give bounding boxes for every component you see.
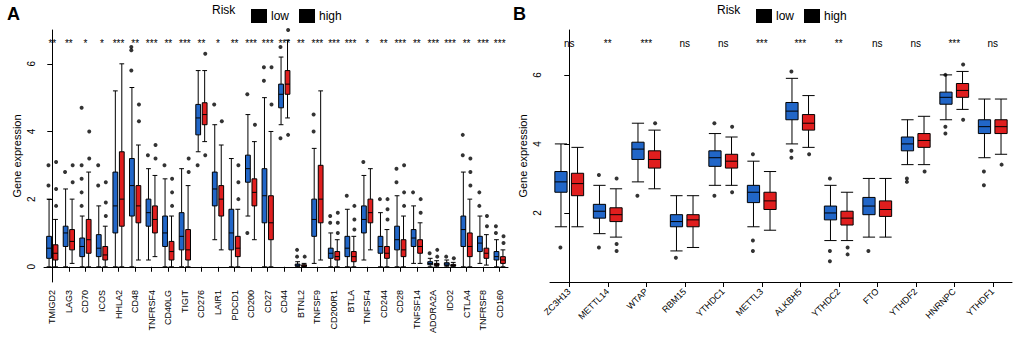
svg-text:4: 4	[532, 141, 543, 147]
svg-text:ALKBH5: ALKBH5	[772, 286, 803, 317]
svg-text:TNFRSF4: TNFRSF4	[147, 290, 157, 331]
svg-text:***: ***	[262, 38, 274, 49]
svg-text:TNFSF14: TNFSF14	[412, 290, 422, 329]
svg-text:***: ***	[494, 38, 506, 49]
svg-text:4: 4	[26, 128, 37, 134]
svg-text:TNFRSF8: TNFRSF8	[478, 290, 488, 331]
svg-text:IDO2: IDO2	[445, 290, 455, 311]
svg-text:ns: ns	[872, 38, 883, 49]
svg-text:***: ***	[328, 38, 340, 49]
svg-text:CD160: CD160	[495, 290, 505, 318]
svg-text:PDCD1: PDCD1	[230, 290, 240, 321]
svg-text:***: ***	[179, 38, 191, 49]
svg-text:BTLA: BTLA	[346, 290, 356, 313]
svg-text:LAG3: LAG3	[64, 290, 74, 313]
svg-text:6: 6	[532, 72, 543, 78]
svg-text:WTAP: WTAP	[625, 286, 650, 311]
svg-text:ns: ns	[718, 38, 729, 49]
svg-text:**: **	[198, 38, 206, 49]
svg-text:*: *	[216, 38, 220, 49]
svg-text:***: ***	[278, 38, 290, 49]
svg-text:***: ***	[394, 38, 406, 49]
svg-text:6: 6	[26, 61, 37, 67]
svg-text:CD200: CD200	[246, 290, 256, 318]
svg-text:YTHDF1: YTHDF1	[964, 286, 996, 318]
svg-text:high: high	[824, 9, 847, 23]
svg-text:*: *	[365, 38, 369, 49]
svg-text:**: **	[380, 38, 388, 49]
svg-text:***: ***	[245, 38, 257, 49]
svg-text:**: **	[164, 38, 172, 49]
svg-text:TMIGD2: TMIGD2	[47, 290, 57, 324]
svg-text:**: **	[65, 38, 73, 49]
svg-text:TIGIT: TIGIT	[180, 290, 190, 313]
svg-text:RBM15: RBM15	[660, 286, 688, 314]
svg-text:ns: ns	[679, 38, 690, 49]
svg-text:***: ***	[428, 38, 440, 49]
svg-text:***: ***	[640, 38, 652, 49]
svg-text:HNRNPC: HNRNPC	[924, 286, 959, 321]
svg-text:**: **	[48, 38, 56, 49]
svg-text:CD27: CD27	[263, 290, 273, 313]
svg-text:TNFSF9: TNFSF9	[312, 290, 322, 324]
svg-text:2: 2	[532, 210, 543, 216]
svg-text:***: ***	[948, 38, 960, 49]
svg-text:***: ***	[756, 38, 768, 49]
svg-text:METTL14: METTL14	[576, 286, 611, 321]
svg-text:Risk: Risk	[717, 3, 741, 17]
svg-text:low: low	[271, 9, 289, 23]
svg-text:ns: ns	[564, 38, 575, 49]
svg-text:**: **	[231, 38, 239, 49]
svg-text:A: A	[7, 4, 20, 24]
svg-text:CTLA4: CTLA4	[462, 290, 472, 318]
svg-text:HHLA2: HHLA2	[114, 290, 124, 319]
svg-text:***: ***	[113, 38, 125, 49]
svg-text:***: ***	[312, 38, 324, 49]
svg-text:TNFSF4: TNFSF4	[362, 290, 372, 324]
svg-text:*: *	[83, 38, 87, 49]
svg-text:CD200R1: CD200R1	[329, 290, 339, 330]
svg-text:B: B	[513, 4, 526, 24]
svg-text:YTHDC1: YTHDC1	[694, 286, 726, 318]
svg-text:low: low	[776, 9, 794, 23]
svg-text:**: **	[835, 38, 843, 49]
svg-text:Risk: Risk	[212, 3, 236, 17]
svg-text:***: ***	[444, 38, 456, 49]
svg-text:METTL3: METTL3	[734, 286, 765, 317]
svg-text:**: **	[413, 38, 421, 49]
svg-text:ZC3H13: ZC3H13	[542, 286, 573, 317]
svg-text:***: ***	[794, 38, 806, 49]
svg-text:YTHDC2: YTHDC2	[810, 286, 842, 318]
svg-text:CD44: CD44	[279, 290, 289, 313]
svg-text:ICOS: ICOS	[97, 290, 107, 312]
svg-text:*: *	[100, 38, 104, 49]
svg-text:CD48: CD48	[130, 290, 140, 313]
svg-text:Gene expression: Gene expression	[517, 114, 529, 197]
svg-text:high: high	[319, 9, 342, 23]
svg-text:**: **	[604, 38, 612, 49]
svg-text:0: 0	[26, 264, 37, 270]
svg-text:BTNL2: BTNL2	[296, 290, 306, 318]
svg-text:CD28: CD28	[395, 290, 405, 313]
svg-text:YTHDF2: YTHDF2	[887, 286, 919, 318]
svg-text:***: ***	[477, 38, 489, 49]
svg-text:FTO: FTO	[861, 286, 881, 306]
svg-text:**: **	[297, 38, 305, 49]
svg-text:ns: ns	[910, 38, 921, 49]
svg-text:CD40LG: CD40LG	[163, 290, 173, 325]
svg-text:LAIR1: LAIR1	[213, 290, 223, 315]
svg-text:CD244: CD244	[379, 290, 389, 318]
svg-text:2: 2	[26, 196, 37, 202]
svg-text:**: **	[463, 38, 471, 49]
svg-text:CD70: CD70	[80, 290, 90, 313]
svg-text:ADORA2A: ADORA2A	[428, 290, 438, 333]
svg-text:ns: ns	[987, 38, 998, 49]
svg-text:***: ***	[345, 38, 357, 49]
svg-text:Gene expression: Gene expression	[11, 114, 23, 197]
svg-text:CD276: CD276	[196, 290, 206, 318]
svg-text:***: ***	[146, 38, 158, 49]
